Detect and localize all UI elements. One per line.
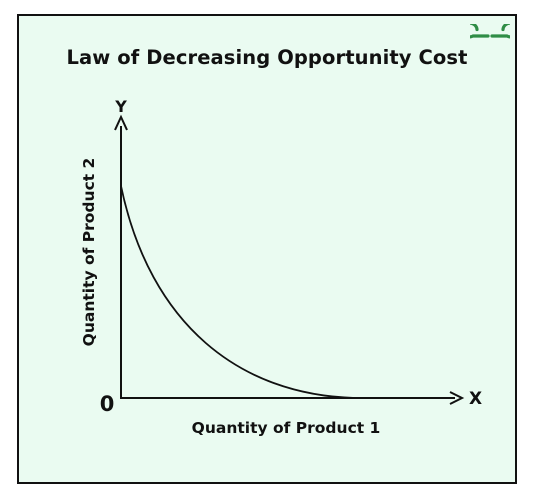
page-title: Law of Decreasing Opportunity Cost	[66, 46, 468, 69]
geeksforgeeks-logo-icon	[470, 24, 510, 39]
x-axis-letter: X	[469, 389, 482, 409]
x-axis-arrow-icon	[449, 391, 465, 405]
y-axis-label: Quantity of Product 2	[80, 158, 98, 347]
diagram-frame	[17, 14, 517, 484]
ppc-curve	[120, 185, 356, 399]
y-axis-letter: Y	[114, 97, 127, 116]
origin-label: 0	[100, 392, 115, 416]
y-axis-arrow-icon	[114, 114, 128, 131]
x-axis-label: Quantity of Product 1	[192, 419, 381, 437]
